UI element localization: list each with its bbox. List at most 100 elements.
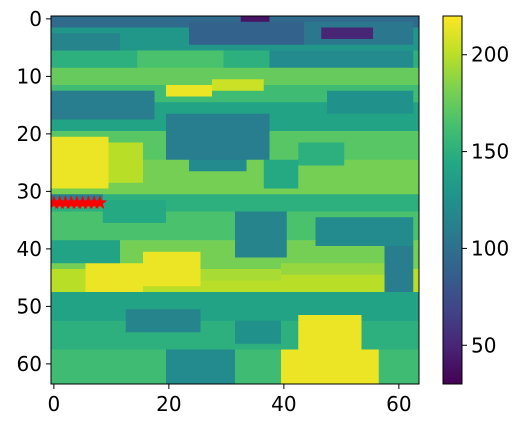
heatmap-cell: [143, 159, 190, 167]
heatmap-cell: [51, 21, 190, 29]
heatmap-cell: [315, 217, 414, 224]
heatmap-cell: [154, 108, 328, 115]
heatmap-cell: [51, 177, 110, 184]
heatmap-cell: [281, 355, 380, 362]
heatmap-cell: [51, 188, 419, 195]
heatmap-cell: [51, 309, 127, 316]
heatmap-cell: [286, 211, 419, 218]
heatmap-cell: [108, 142, 144, 149]
heatmap-cell: [143, 154, 167, 161]
heatmap-cell: [154, 113, 167, 121]
heatmap-cell: [413, 56, 419, 63]
heatmap-cell: [361, 332, 419, 339]
x-tick-label: 60: [386, 392, 411, 416]
heatmap-cell: [298, 165, 419, 172]
heatmap-cell: [315, 234, 414, 241]
heatmap-cell: [304, 21, 414, 29]
heatmap-cell: [108, 182, 265, 190]
heatmap-cell: [281, 263, 386, 270]
heatmap-cell: [263, 171, 299, 178]
heatmap-cell: [286, 217, 317, 224]
heatmap-cell: [361, 320, 419, 328]
x-tick-label: 20: [156, 392, 181, 416]
heatmap-cell: [166, 378, 236, 384]
heatmap-cell: [378, 372, 419, 379]
heatmap-cell: [154, 96, 328, 103]
colorbar-gradient: [442, 15, 463, 385]
heatmap-cell: [166, 205, 419, 213]
heatmap-cell: [281, 320, 299, 328]
y-tick-label: 0: [29, 7, 42, 31]
heatmap-cell: [263, 182, 299, 190]
heatmap-cell: [143, 148, 167, 155]
heatmap-cell: [120, 257, 144, 264]
heatmap-cell: [269, 131, 419, 138]
heatmap-cell: [298, 154, 345, 161]
heatmap-cell: [51, 73, 419, 80]
heatmap-cell: [108, 148, 144, 155]
heatmap-cell: [51, 240, 121, 247]
heatmap-cell: [413, 240, 419, 247]
heatmap-cell: [281, 269, 386, 276]
heatmap-cell: [298, 338, 363, 345]
heatmap-cell: [298, 182, 419, 190]
heatmap-cell: [166, 349, 236, 356]
colorbar-tick-label: 200: [471, 43, 509, 67]
heatmap-cell: [143, 177, 265, 184]
heatmap-cell: [51, 263, 87, 270]
heatmap-cell: [212, 85, 265, 92]
heatmap-cell: [298, 326, 363, 333]
heatmap-cell: [51, 125, 167, 132]
heatmap-cell: [166, 136, 271, 144]
heatmap-cell: [166, 372, 236, 379]
heatmap-cell: [384, 251, 414, 259]
heatmap-cell: [315, 228, 414, 236]
heatmap-cell: [281, 274, 386, 282]
heatmap-cell: [321, 27, 374, 34]
heatmap-cell: [413, 90, 419, 98]
heatmap-cell: [143, 171, 265, 178]
heatmap-cell: [384, 280, 414, 287]
heatmap-cell: [166, 154, 271, 161]
heatmap-cell: [137, 50, 225, 57]
heatmap-cell: [223, 56, 271, 63]
heatmap-cell: [269, 113, 419, 121]
heatmap-cell: [189, 21, 305, 29]
heatmap-cell: [281, 349, 380, 356]
heatmap-cell: [51, 378, 167, 384]
colorbar-tick-label: 150: [471, 140, 509, 164]
heatmap-cell: [51, 292, 419, 299]
heatmap-cell: [102, 217, 167, 224]
heatmap-cell: [51, 33, 121, 40]
heatmap-cell: [51, 131, 167, 138]
heatmap-cell: [51, 142, 110, 149]
heatmap-cell: [344, 159, 419, 167]
heatmap-cell: [51, 67, 419, 75]
heatmap-cell: [51, 85, 167, 92]
heatmap-cell: [51, 257, 121, 264]
heatmap-cell: [137, 56, 225, 63]
heatmap-cell: [51, 280, 87, 287]
heatmap-cell: [413, 263, 419, 270]
heatmap-cell: [413, 246, 419, 253]
plot-frame: [50, 15, 420, 385]
heatmap-cell: [286, 251, 386, 259]
heatmap-cell: [298, 171, 419, 178]
heatmap-cell: [344, 154, 419, 161]
heatmap-cells: [51, 16, 419, 384]
heatmap-cell: [85, 263, 202, 270]
heatmap-cell: [51, 223, 236, 230]
heatmap-cell: [125, 309, 202, 316]
heatmap-cell: [281, 326, 299, 333]
heatmap-cell: [298, 320, 363, 328]
heatmap-cell: [413, 21, 419, 29]
heatmap-cell: [281, 361, 380, 368]
heatmap-cell: [235, 234, 288, 241]
heatmap-cell: [378, 378, 419, 384]
heatmap-cell: [361, 326, 419, 333]
heatmap-cell: [298, 332, 363, 339]
heatmap-cell: [269, 50, 414, 57]
colorbar: 50 100 150 200: [442, 15, 509, 385]
heatmap-cell: [166, 131, 271, 138]
heatmap-cell: [413, 223, 419, 230]
